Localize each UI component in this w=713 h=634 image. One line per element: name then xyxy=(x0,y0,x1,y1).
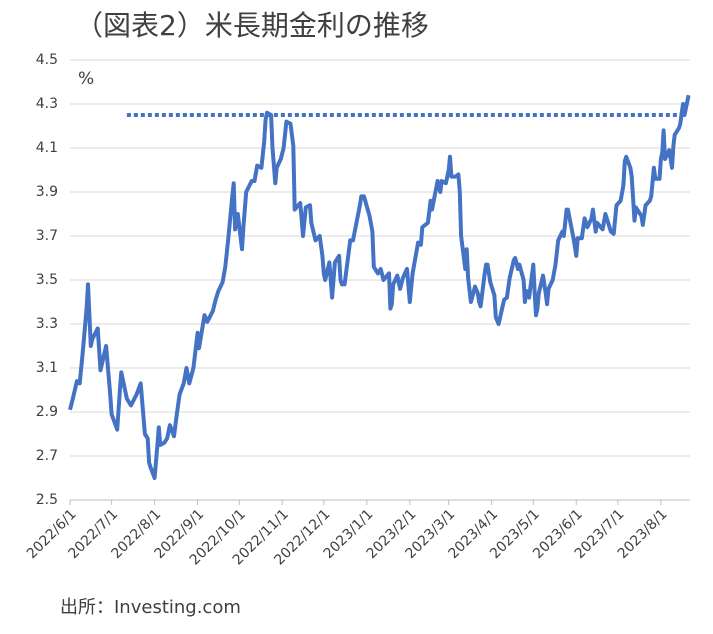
y-tick-label: 2.9 xyxy=(36,404,58,420)
line xyxy=(68,94,691,480)
y-unit: % xyxy=(78,69,94,89)
y-tick-label: 2.7 xyxy=(36,448,58,464)
y-tick-label: 4.1 xyxy=(36,140,58,156)
y-tick-label: 3.3 xyxy=(36,316,58,332)
y-tick-label: 3.1 xyxy=(36,360,58,376)
source: 出所：Investing.com xyxy=(60,597,241,618)
y-tick-label: 3.9 xyxy=(36,184,58,200)
y-tick-label: 4.5 xyxy=(36,52,58,68)
y-tick-label: 2.5 xyxy=(36,492,58,508)
y-tick-label: 3.7 xyxy=(36,228,58,244)
y-tick-label: 4.3 xyxy=(36,96,58,112)
chart-title: （図表2）米長期金利の推移 xyxy=(75,9,429,42)
y-tick-label: 3.5 xyxy=(36,272,58,288)
